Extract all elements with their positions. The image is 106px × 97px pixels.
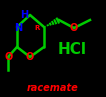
Text: O: O	[26, 52, 34, 62]
Text: H: H	[20, 10, 28, 20]
Text: racemate: racemate	[27, 83, 79, 93]
Text: O: O	[70, 23, 78, 33]
Text: R: R	[34, 25, 40, 31]
Text: HCl: HCl	[57, 42, 86, 58]
Text: N: N	[14, 23, 22, 33]
Text: O: O	[5, 52, 13, 62]
